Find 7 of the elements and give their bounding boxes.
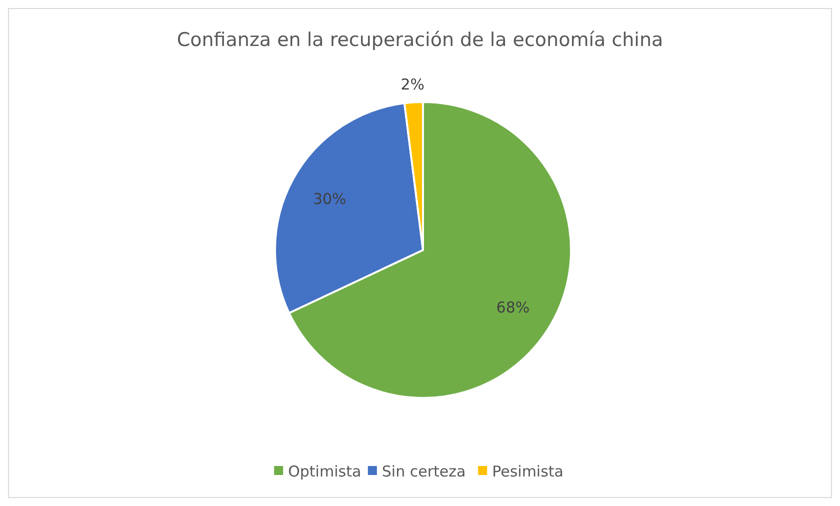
- chart-title: Confianza en la recuperación de la economía china: [176, 29, 664, 51]
- legend-label: Optimista: [288, 462, 362, 480]
- legend-label: Pesimista: [492, 462, 564, 480]
- data-label: 2%: [400, 76, 424, 94]
- data-label: 68%: [496, 298, 530, 316]
- legend-label: Sin certeza: [382, 462, 466, 480]
- data-label: 30%: [312, 190, 346, 208]
